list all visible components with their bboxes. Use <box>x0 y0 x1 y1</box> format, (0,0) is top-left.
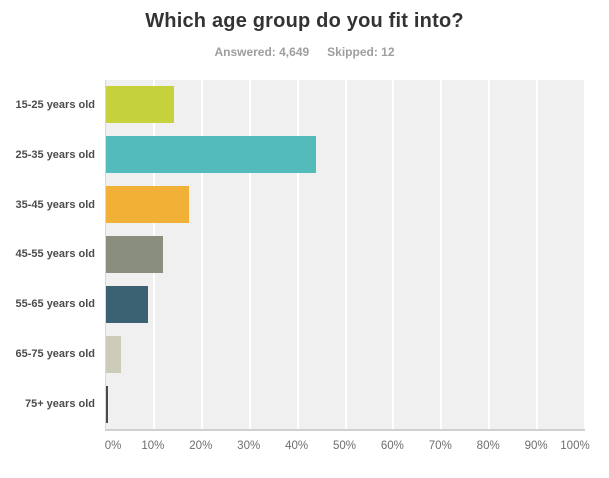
x-tick-label: 60% <box>380 440 404 452</box>
skipped-count: Skipped: 12 <box>327 45 395 59</box>
category-label: 55-65 years old <box>15 298 96 311</box>
bar-15-25-years-old <box>106 86 175 124</box>
bar-45-55-years-old <box>106 236 164 273</box>
gridline <box>344 80 347 429</box>
x-tick-label: 40% <box>285 440 309 452</box>
x-tick-label: 20% <box>189 440 213 452</box>
bar-75+-years-old <box>106 385 108 423</box>
category-label: 35-45 years old <box>15 198 96 211</box>
x-tick-label: 70% <box>428 440 452 452</box>
answered-count: Answered: 4,649 <box>214 45 310 59</box>
x-tick-label: 100% <box>560 440 590 452</box>
bar-65-75-years-old <box>106 335 122 373</box>
x-tick-label: 80% <box>476 440 500 452</box>
bar-55-65-years-old <box>106 285 148 323</box>
x-tick-label: 50% <box>332 440 357 452</box>
bar-25-35-years-old <box>106 136 316 174</box>
gridline <box>392 80 395 429</box>
gridline <box>536 80 539 429</box>
category-label: 15-25 years old <box>15 98 96 111</box>
gridline <box>488 80 491 429</box>
category-label: 75+ years old <box>24 398 95 411</box>
x-tick-label: 30% <box>237 440 261 452</box>
x-tick-label: 90% <box>524 440 548 452</box>
x-tick-label: 0% <box>104 440 122 452</box>
x-tick-label: 10% <box>141 440 165 452</box>
bar-35-45-years-old <box>106 186 189 224</box>
chart-title: Which age group do you fit into? <box>145 10 464 32</box>
gridline <box>296 80 299 429</box>
chart-subtitle: Answered: 4,649 Skipped: 12 <box>0 45 609 59</box>
gridline <box>584 80 586 429</box>
category-label: 65-75 years old <box>15 348 96 361</box>
category-label: 25-35 years old <box>15 148 96 161</box>
gridline <box>248 80 251 429</box>
gridline <box>440 80 443 429</box>
category-label: 45-55 years old <box>15 248 96 261</box>
plot-area <box>105 80 586 431</box>
gridline <box>200 80 203 429</box>
